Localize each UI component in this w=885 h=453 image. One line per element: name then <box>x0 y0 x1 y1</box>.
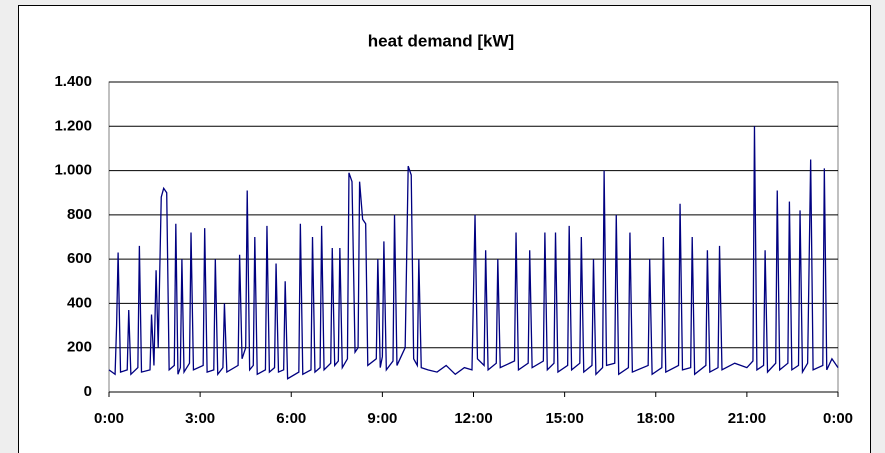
data-line <box>108 126 839 380</box>
x-tick-label: 12:00 <box>454 410 492 427</box>
x-tick-label: 0:00 <box>823 410 853 427</box>
x-tick-label: 18:00 <box>637 410 675 427</box>
y-tick-label: 800 <box>67 206 92 223</box>
x-tick-label: 15:00 <box>545 410 583 427</box>
plot-area <box>108 81 839 393</box>
y-tick-label: 1.200 <box>54 117 92 134</box>
y-tick-label: 400 <box>67 294 92 311</box>
x-tick-label: 0:00 <box>94 410 124 427</box>
x-tick-label: 3:00 <box>185 410 215 427</box>
y-tick-label: 600 <box>67 250 92 267</box>
y-tick-label: 0 <box>84 383 92 400</box>
x-tick-label: 21:00 <box>728 410 766 427</box>
y-tick-label: 1.400 <box>54 73 92 90</box>
x-tick-label: 9:00 <box>367 410 397 427</box>
y-tick-label: 1.000 <box>54 162 92 179</box>
chart-title: heat demand [kW] <box>368 31 514 50</box>
y-tick-label: 200 <box>67 339 92 356</box>
x-tick-label: 6:00 <box>276 410 306 427</box>
